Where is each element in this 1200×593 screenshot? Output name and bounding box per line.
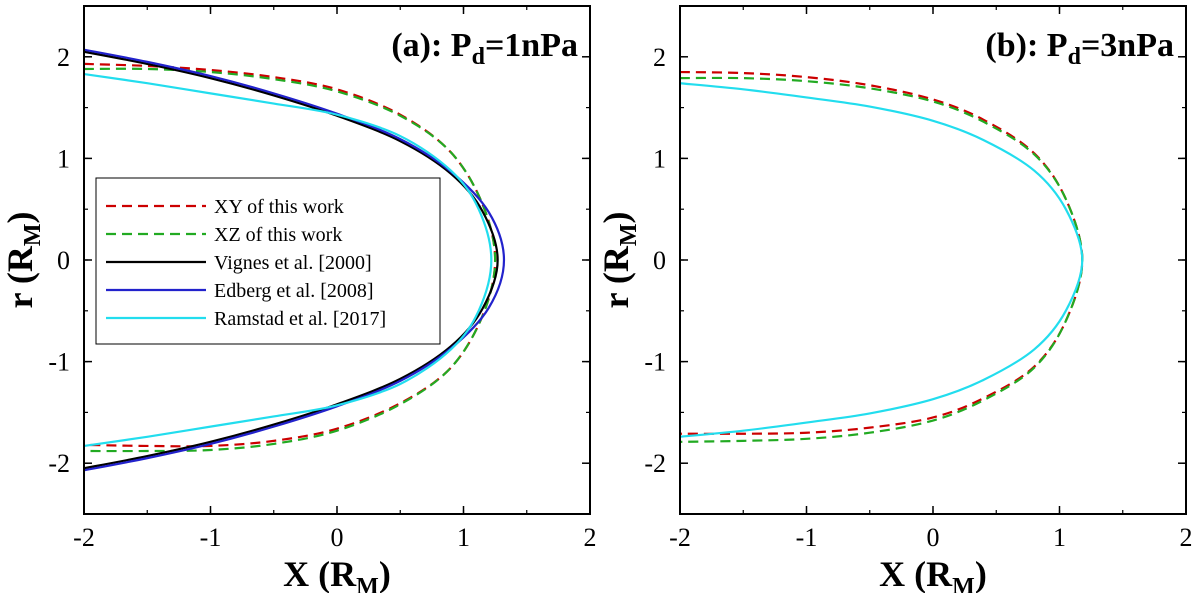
panel-title: (a): Pd=1nPa <box>391 27 578 70</box>
plot-frame <box>679 5 1187 515</box>
legend-label: Ramstad et al. [2017] <box>214 308 386 330</box>
panel-a: -2 -1 0 1 2 -2 -1 0 1 2 (a): Pd=1nPa X (RM) r (RM) XY… <box>0 5 597 593</box>
x-tick-label: 0 <box>927 523 940 552</box>
legend-label: XZ of this work <box>214 224 342 246</box>
series-line <box>84 50 499 470</box>
y-tick-label: -1 <box>48 348 70 377</box>
legend-label: Edberg et al. [2008] <box>214 280 374 302</box>
x-tick-label: -1 <box>796 523 818 552</box>
y-tick-label: 0 <box>653 246 666 275</box>
x-tick-label: 2 <box>584 523 597 552</box>
legend-label: Vignes et al. [2000] <box>214 252 372 274</box>
panel-b: -2 -1 0 1 2 -2 -1 0 1 2 (b): Pd=3nPa X (RM) r (RM) <box>596 5 1193 593</box>
series-line <box>680 70 1084 435</box>
y-tick-label: 1 <box>653 144 666 173</box>
series-line <box>680 76 1084 443</box>
y-tick-label: -2 <box>644 449 666 478</box>
plot-frame <box>83 5 591 515</box>
x-tick-label: -1 <box>200 523 222 552</box>
series-group <box>680 70 1084 443</box>
x-axis-label: X (RM) <box>283 554 391 593</box>
y-tick-label: 2 <box>57 43 70 72</box>
x-tick-label: -2 <box>669 523 691 552</box>
series-line <box>84 48 506 472</box>
series-line <box>680 82 1084 438</box>
x-tick-label: 1 <box>457 523 470 552</box>
y-axis-label: r (RM) <box>596 212 642 309</box>
x-tick-label: -2 <box>73 523 95 552</box>
series-line <box>84 72 493 448</box>
y-axis-label: r (RM) <box>0 212 46 309</box>
legend-label: XY of this work <box>214 196 344 218</box>
x-tick-label: 0 <box>331 523 344 552</box>
x-tick-label: 1 <box>1053 523 1066 552</box>
y-tick-label: -1 <box>644 348 666 377</box>
legend: XY of this work XZ of this work Vignes et … <box>95 177 441 345</box>
y-tick-label: 1 <box>57 144 70 173</box>
y-tick-label: -2 <box>48 449 70 478</box>
x-axis-label: X (RM) <box>879 554 987 593</box>
series-line <box>84 67 497 453</box>
series-group <box>84 48 506 472</box>
panel-title: (b): Pd=3nPa <box>985 27 1174 70</box>
y-tick-label: 2 <box>653 43 666 72</box>
y-tick-label: 0 <box>57 246 70 275</box>
x-tick-label: 2 <box>1180 523 1193 552</box>
